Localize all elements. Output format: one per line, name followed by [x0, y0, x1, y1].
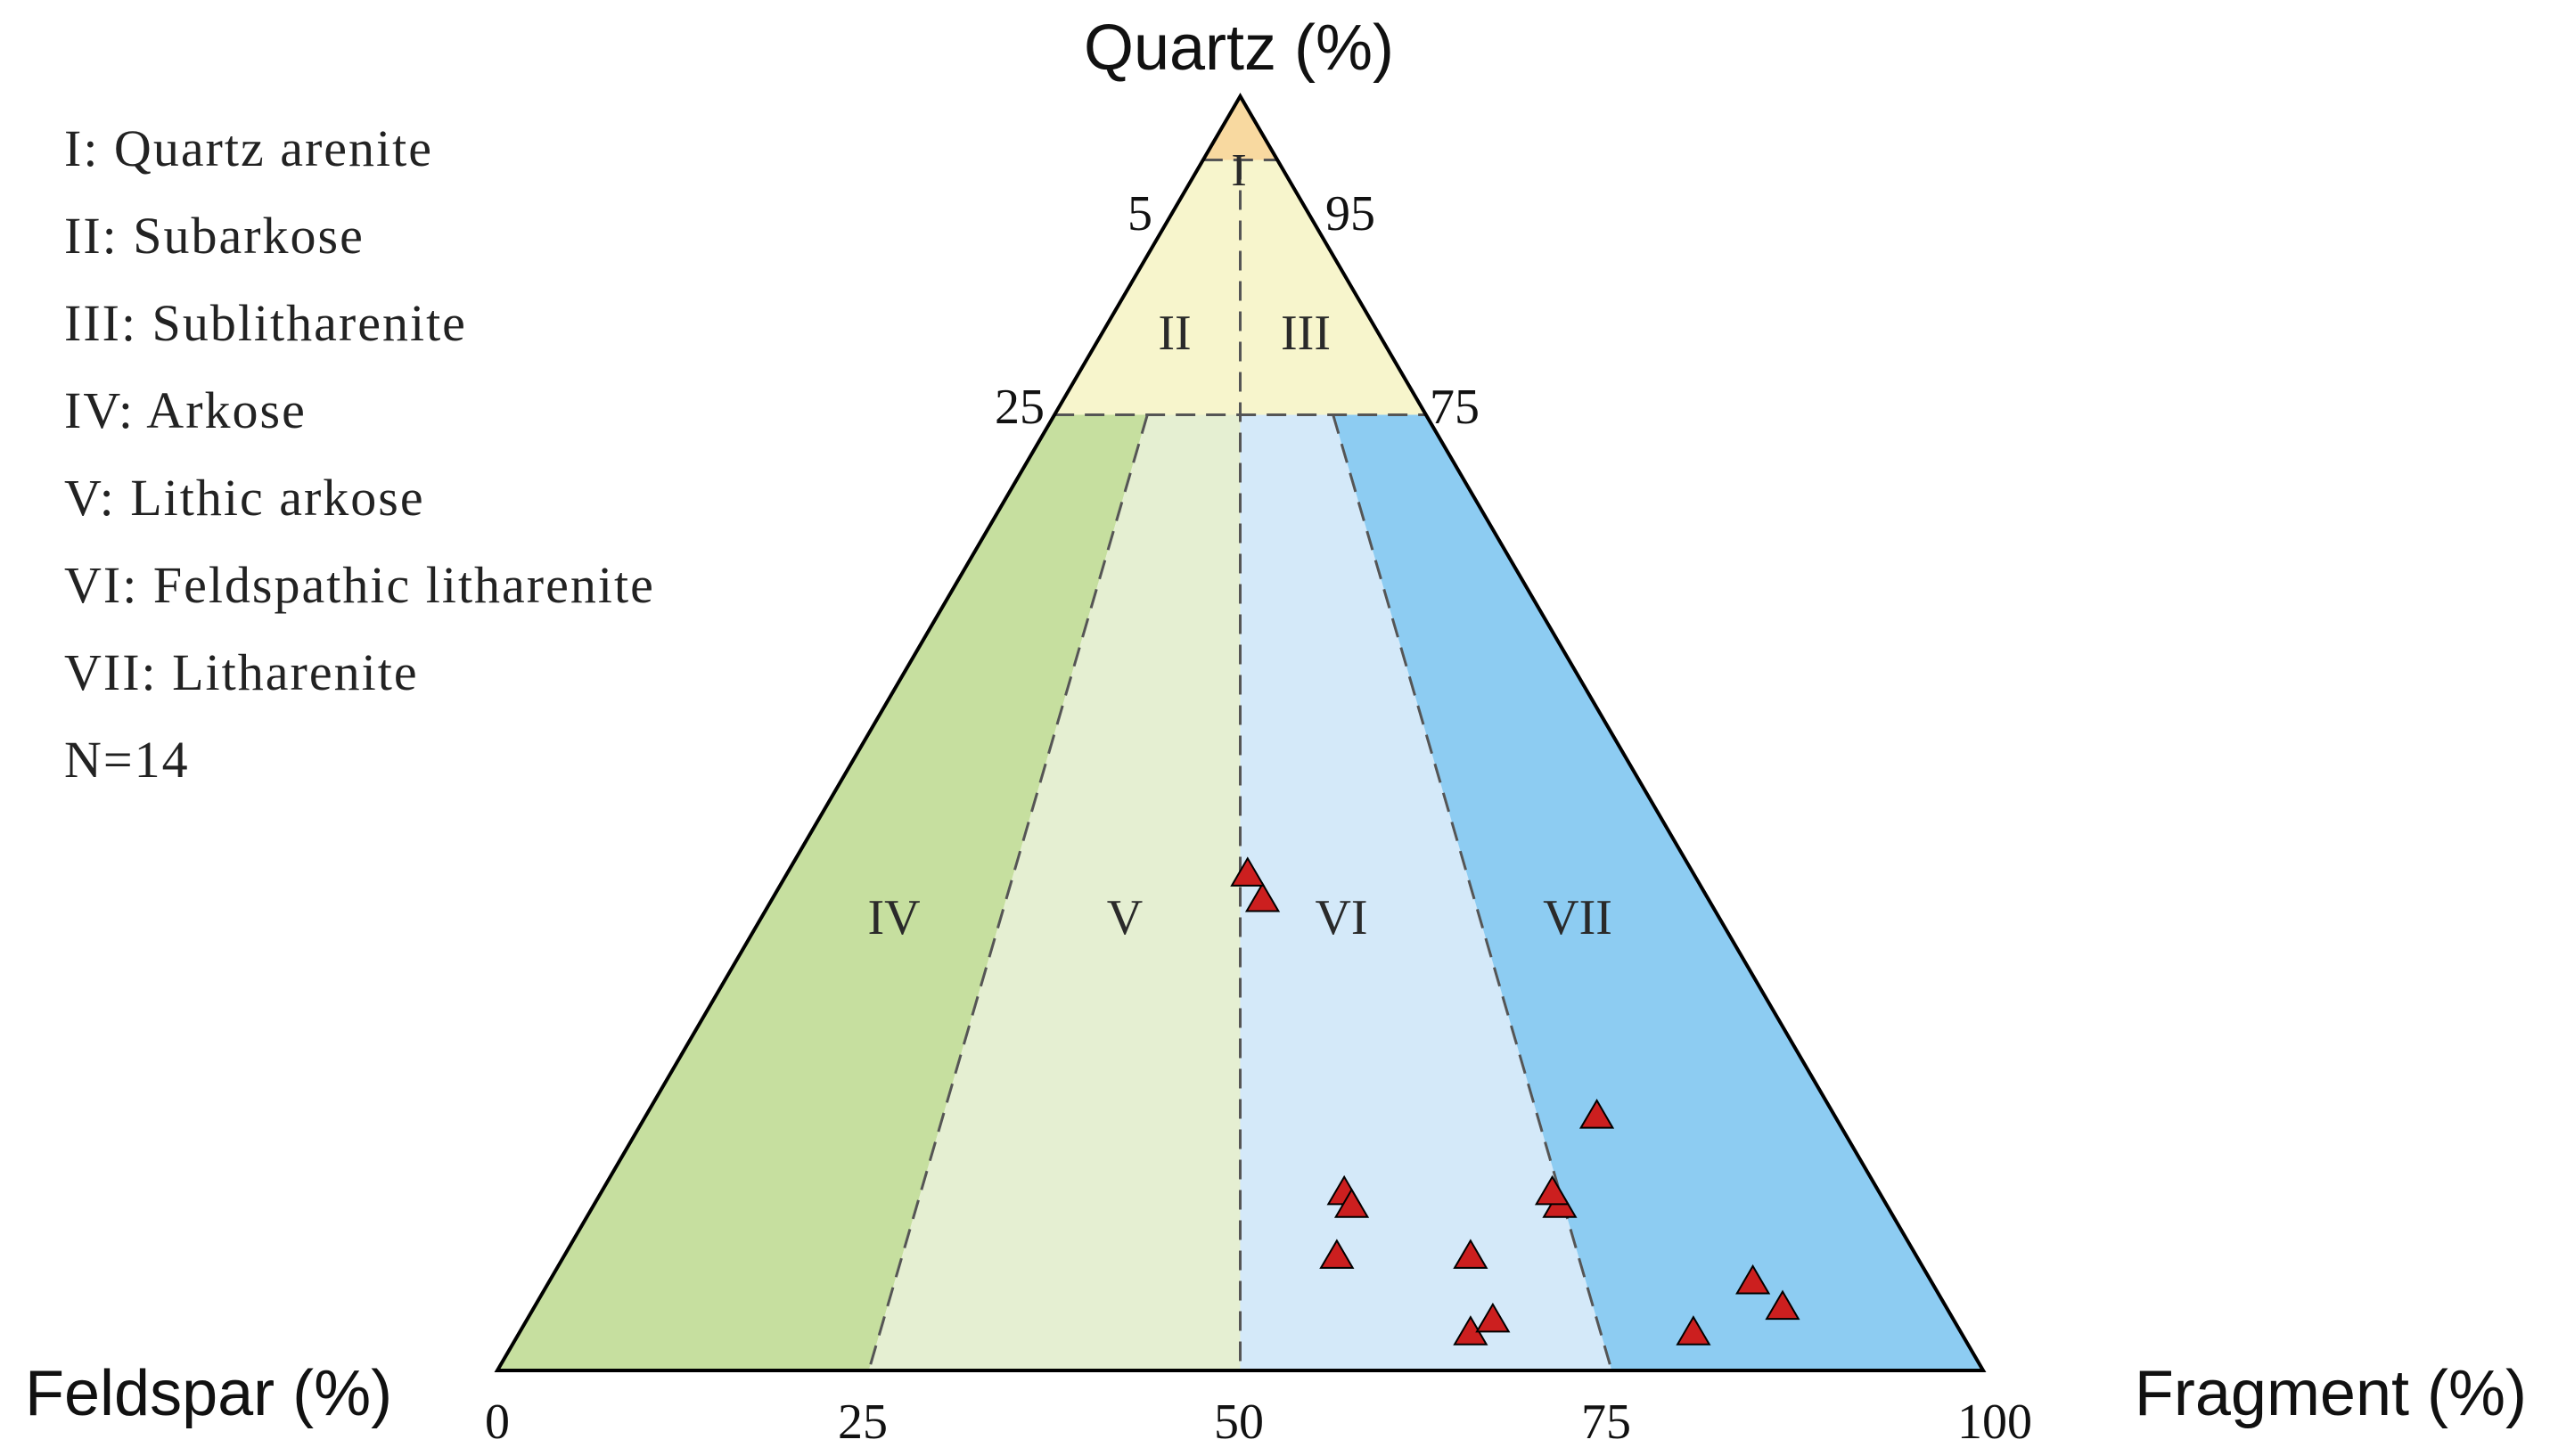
- base-tick-25: 25: [838, 1395, 888, 1450]
- boundary-r25: [867, 414, 1149, 1371]
- base-tick-75: 75: [1581, 1395, 1631, 1450]
- data-point: [1676, 1315, 1711, 1346]
- legend-item: II: Subarkose: [64, 207, 365, 265]
- tick-label-75: 75: [1430, 380, 1480, 435]
- field-VII-region: [1332, 414, 1983, 1370]
- base-tick-50: 50: [1214, 1395, 1264, 1450]
- field-label-V: V: [1107, 890, 1143, 945]
- base-tick-100: 100: [1957, 1395, 2032, 1450]
- apex-label-quartz: Quartz (%): [1084, 12, 1394, 84]
- data-point: [1534, 1174, 1570, 1206]
- field-label-VI: VI: [1315, 890, 1367, 945]
- data-point: [1578, 1099, 1615, 1129]
- field-III-region: [1240, 160, 1426, 415]
- field-label-III: III: [1281, 306, 1331, 361]
- data-point: [1735, 1264, 1771, 1295]
- quartz-tick-labels: 5 95 25 75: [995, 186, 1480, 435]
- legend-item: I: Quartz arenite: [64, 119, 433, 177]
- legend-item: III: Sublitharenite: [64, 294, 467, 352]
- tick-label-25: 25: [995, 380, 1045, 435]
- field-label-VII: VII: [1543, 890, 1612, 945]
- legend-item: VII: Litharenite: [64, 643, 419, 701]
- legend-item: V: Lithic arkose: [64, 469, 425, 527]
- sample-count: N=14: [64, 731, 190, 789]
- data-point: [1244, 881, 1281, 912]
- data-point: [1453, 1239, 1488, 1269]
- tick-label-5: 5: [1127, 186, 1152, 241]
- apex-labels: Quartz (%) Feldspar (%) Fragment (%): [25, 12, 2527, 1429]
- field-VI-region: [1240, 414, 1612, 1370]
- data-point: [1319, 1239, 1355, 1269]
- field-label-IV: IV: [867, 890, 920, 945]
- data-point: [1765, 1289, 1800, 1321]
- field-IV-region: [497, 414, 1148, 1370]
- legend: I: Quartz arenite II: Subarkose III: Sub…: [64, 119, 655, 789]
- field-V-region: [868, 414, 1241, 1370]
- field-I-region: [1202, 96, 1278, 160]
- field-labels: I II III IV V VI VII: [867, 145, 1611, 945]
- data-points: [1230, 856, 1800, 1346]
- data-point: [1333, 1188, 1370, 1218]
- tick-label-95: 95: [1325, 186, 1375, 241]
- data-point: [1230, 856, 1266, 887]
- field-label-II: II: [1158, 306, 1191, 361]
- data-point: [1475, 1302, 1511, 1333]
- apex-label-feldspar: Feldspar (%): [25, 1358, 392, 1429]
- legend-item: VI: Feldspathic litharenite: [64, 556, 655, 614]
- classification-fields: [497, 96, 1983, 1370]
- base-tick-labels: 0 25 50 75 100: [485, 1395, 2032, 1450]
- legend-item: IV: Arkose: [64, 381, 307, 439]
- field-label-I: I: [1231, 145, 1246, 196]
- base-tick-0: 0: [485, 1395, 510, 1450]
- apex-label-fragment: Fragment (%): [2135, 1358, 2527, 1429]
- field-II-region: [1054, 160, 1241, 415]
- triangle-outline: [494, 93, 1987, 1372]
